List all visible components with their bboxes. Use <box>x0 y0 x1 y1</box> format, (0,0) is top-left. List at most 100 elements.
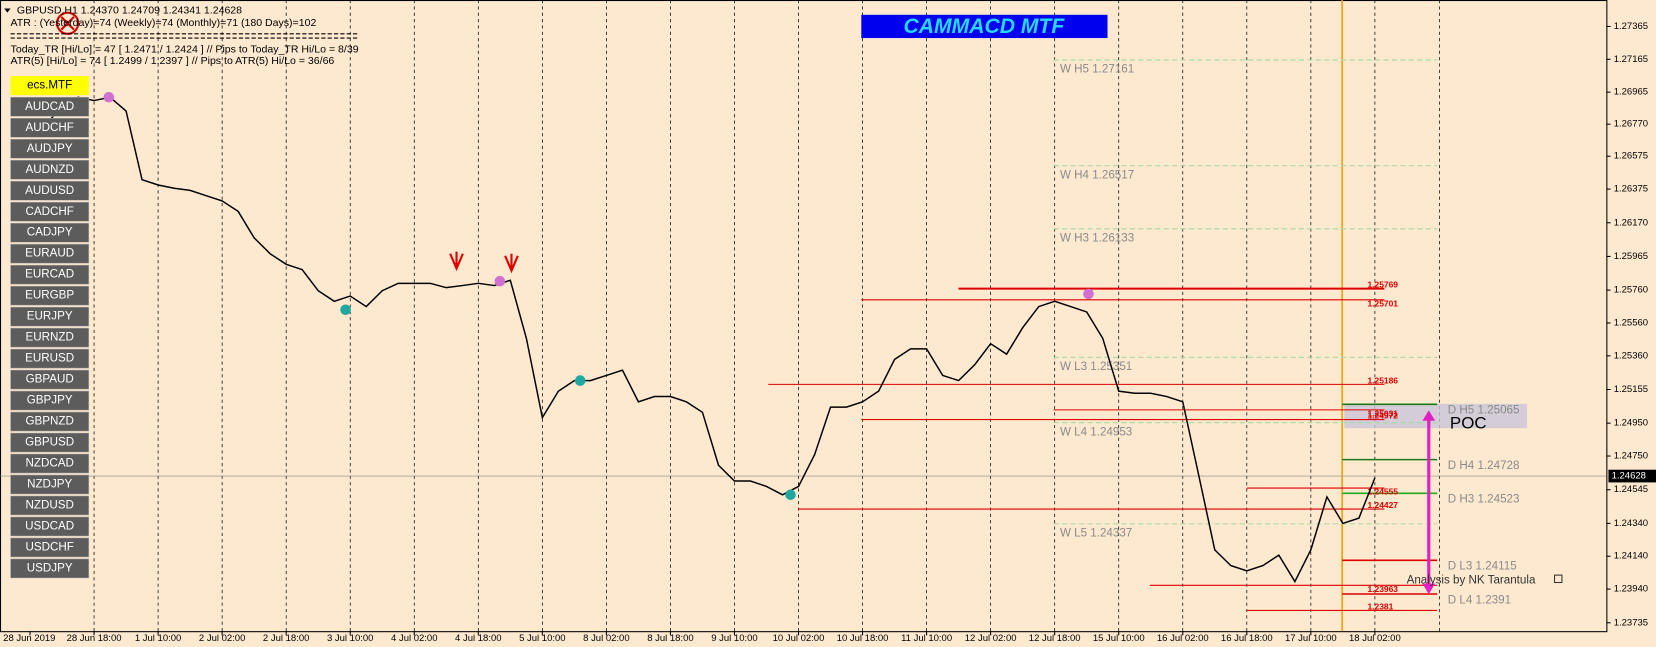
daily-level-label: D L4 1.2391 <box>1448 593 1511 606</box>
symbol-button[interactable] <box>10 327 90 348</box>
x-tick-label: 8 Jul 18:00 <box>647 633 693 644</box>
symbol-button-label[interactable]: EURAUD <box>25 247 74 260</box>
y-tick-label: 1.25155 <box>1614 384 1648 395</box>
banner-box <box>861 14 1108 39</box>
symbol-button[interactable] <box>10 285 90 306</box>
symbol-button[interactable] <box>10 432 90 453</box>
sr-level-label: 1.25031 <box>1367 408 1398 418</box>
symbol-button-label[interactable]: USDJPY <box>27 562 73 575</box>
symbol-button-label[interactable]: NZDUSD <box>25 499 73 512</box>
symbol-button[interactable] <box>10 558 90 579</box>
symbol-button[interactable] <box>10 411 90 432</box>
indicator-button-label[interactable]: ecs.MTF <box>27 79 72 92</box>
last-price-box <box>1608 469 1656 483</box>
sr-level-label: 1.24555 <box>1367 487 1398 497</box>
symbol-button-label[interactable]: GBPNZD <box>25 415 73 428</box>
symbol-button-label[interactable]: EURGBP <box>25 289 74 302</box>
symbol-button[interactable] <box>10 453 90 474</box>
symbol-button[interactable] <box>10 117 90 138</box>
symbol-button-label[interactable]: AUDCAD <box>25 100 74 113</box>
symbol-button-label[interactable]: AUDCHF <box>25 121 73 134</box>
y-tick-label: 1.26575 <box>1614 151 1648 162</box>
signal-dot <box>494 275 506 287</box>
price-line <box>29 96 1376 584</box>
symbol-button[interactable] <box>10 348 90 369</box>
symbol-button[interactable] <box>10 474 90 495</box>
x-tick-label: 16 Jul 18:00 <box>1221 633 1273 644</box>
menu-arrow <box>4 8 11 13</box>
sr-level-label: 1.2381 <box>1367 602 1393 612</box>
symbol-button-label[interactable]: EURCAD <box>25 268 74 281</box>
last-price-label: 1.24628 <box>1612 471 1646 482</box>
weekly-level-label: W H4 1.26517 <box>1060 168 1134 181</box>
symbol-button-label[interactable]: CADJPY <box>27 226 73 239</box>
symbol-button[interactable] <box>10 264 90 285</box>
plot-frame <box>0 0 1608 633</box>
symbol-button-label[interactable]: GBPAUD <box>26 373 74 386</box>
y-tick-label: 1.26770 <box>1614 119 1648 130</box>
x-tick-label: 18 Jul 02:00 <box>1349 633 1401 644</box>
symbol-panel: ecs.MTF AUDCAD AUDCHF AUDJPY AUDNZD AUDUSD CAD… <box>10 76 90 579</box>
indicator-button[interactable] <box>10 76 89 96</box>
x-tick-label: 12 Jul 18:00 <box>1029 633 1081 644</box>
symbol-button-label[interactable]: NZDJPY <box>27 478 72 491</box>
y-tick-label: 1.23735 <box>1614 617 1648 628</box>
weekly-level-label: W L5 1.24337 <box>1060 526 1132 539</box>
sr-level-label: 1.24427 <box>1367 500 1398 510</box>
symbol-button-label[interactable]: GBPJPY <box>27 394 73 407</box>
sr-level-label: 1.25701 <box>1367 298 1398 308</box>
symbol-button-label[interactable]: EURJPY <box>27 310 73 323</box>
symbol-button[interactable] <box>10 138 90 159</box>
x-tick-label: 16 Jul 02:00 <box>1157 633 1209 644</box>
y-tick-label: 1.25360 <box>1614 350 1648 361</box>
y-tick-label: 1.24950 <box>1614 418 1648 429</box>
sr-level-label: 1.24972 <box>1367 411 1398 421</box>
x-tick-label: 2 Jul 18:00 <box>263 633 309 644</box>
header-line: GBPUSD,H1 1.24370 1.24709 1.24341 1.2462… <box>17 4 242 16</box>
signal-dot <box>785 489 796 501</box>
levels: W H5 1.27161 W H4 1.26517 W H3 1.26133 W L3… <box>0 59 1607 612</box>
y-tick-label: 1.25965 <box>1614 251 1648 262</box>
symbol-button-label[interactable]: GBPUSD <box>25 436 74 449</box>
symbol-button[interactable] <box>10 201 90 222</box>
symbol-button[interactable] <box>10 243 90 264</box>
symbol-button-label[interactable]: AUDNZD <box>25 163 73 176</box>
x-tick-label: 4 Jul 18:00 <box>455 633 501 644</box>
symbol-button[interactable] <box>10 222 90 243</box>
symbol-button-label[interactable]: CADCHF <box>25 205 73 218</box>
symbol-button-label[interactable]: EURNZD <box>25 331 73 344</box>
credit-icon <box>1554 574 1563 584</box>
y-tick-label: 1.25560 <box>1614 317 1648 328</box>
symbol-button[interactable] <box>10 516 90 537</box>
y-tick-label: 1.24545 <box>1614 484 1648 495</box>
credit: Analysis by NK Tarantula <box>1407 573 1536 586</box>
x-tick-label: 9 Jul 10:00 <box>711 633 757 644</box>
x-tick-label: 8 Jul 02:00 <box>583 633 629 644</box>
symbol-button[interactable] <box>10 159 90 180</box>
signal-dot <box>1083 288 1094 300</box>
sr-level-label: 1.23963 <box>1367 584 1398 594</box>
symbol-button-label[interactable]: USDCHF <box>25 541 73 554</box>
daily-level-label: D H5 1.25065 <box>1448 404 1520 417</box>
symbol-button[interactable] <box>10 306 90 327</box>
sr-level-label: 1.25769 <box>1367 280 1398 290</box>
y-tick-label: 1.23940 <box>1614 584 1648 595</box>
symbol-button[interactable] <box>10 180 90 201</box>
x-tick-label: 28 Jun 2019 <box>3 633 55 644</box>
poc-label: POC <box>1450 413 1487 432</box>
signal-dot <box>340 304 351 316</box>
symbol-button-label[interactable]: AUDJPY <box>27 142 73 155</box>
symbol-button-label[interactable]: AUDUSD <box>25 184 74 197</box>
symbol-button[interactable] <box>10 369 90 390</box>
signal-dot <box>574 375 586 386</box>
symbol-button[interactable] <box>10 495 90 516</box>
symbol-button-label[interactable]: EURUSD <box>25 352 74 365</box>
signal-arrows <box>449 251 519 274</box>
y-tick-label: 1.26170 <box>1614 217 1648 228</box>
symbol-button[interactable] <box>10 537 90 558</box>
symbol-button-label[interactable]: USDCAD <box>25 520 74 533</box>
symbol-button[interactable] <box>10 390 90 411</box>
symbol-button[interactable] <box>10 96 90 117</box>
symbol-button-label[interactable]: NZDCAD <box>25 457 73 470</box>
